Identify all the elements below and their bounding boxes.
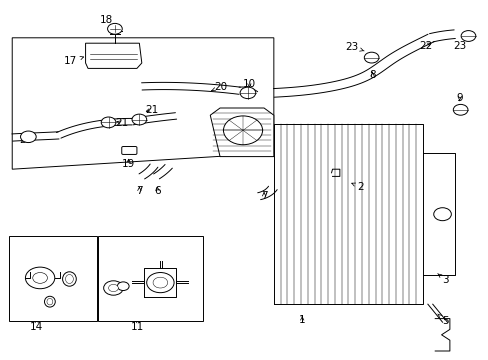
Circle shape: [452, 104, 467, 115]
Polygon shape: [85, 43, 142, 68]
Polygon shape: [12, 38, 273, 169]
Circle shape: [108, 284, 118, 292]
Text: 17: 17: [64, 56, 83, 66]
Text: 8: 8: [368, 70, 375, 80]
Text: 23: 23: [345, 42, 364, 52]
Circle shape: [33, 273, 47, 283]
Text: 11: 11: [131, 319, 144, 332]
Circle shape: [146, 273, 174, 293]
Text: 22: 22: [418, 41, 431, 51]
Circle shape: [153, 277, 167, 288]
Circle shape: [240, 87, 255, 99]
Text: 3: 3: [437, 274, 448, 285]
Circle shape: [223, 116, 262, 145]
Text: 14: 14: [30, 319, 43, 332]
Circle shape: [460, 31, 475, 41]
Text: 6: 6: [154, 186, 161, 196]
Text: 12: 12: [148, 266, 162, 276]
Text: 1: 1: [298, 315, 305, 325]
Circle shape: [107, 23, 122, 34]
FancyBboxPatch shape: [122, 147, 137, 154]
Circle shape: [25, 267, 55, 289]
FancyBboxPatch shape: [98, 236, 203, 321]
Text: 23: 23: [452, 36, 466, 51]
Text: 16: 16: [41, 302, 55, 312]
Circle shape: [103, 281, 123, 295]
Circle shape: [117, 282, 129, 291]
Text: 19: 19: [122, 159, 135, 169]
Text: 2: 2: [351, 182, 364, 192]
Ellipse shape: [65, 274, 73, 284]
Text: 21: 21: [115, 118, 129, 128]
Text: 5: 5: [437, 314, 448, 326]
Circle shape: [101, 117, 116, 128]
Text: 20: 20: [211, 82, 227, 92]
Ellipse shape: [62, 272, 76, 286]
Circle shape: [132, 114, 146, 125]
Ellipse shape: [44, 296, 55, 307]
Circle shape: [433, 208, 450, 221]
Text: 7: 7: [260, 191, 267, 201]
Text: 18: 18: [100, 15, 118, 27]
Ellipse shape: [47, 298, 53, 305]
Text: 15: 15: [59, 266, 73, 276]
Text: 10: 10: [243, 78, 255, 89]
Text: 9: 9: [455, 93, 462, 103]
FancyBboxPatch shape: [9, 236, 97, 321]
Text: 20: 20: [19, 135, 35, 145]
Text: 21: 21: [144, 105, 158, 115]
Text: 13: 13: [104, 279, 121, 289]
Text: 4: 4: [239, 118, 246, 128]
Circle shape: [364, 52, 378, 63]
Circle shape: [20, 131, 36, 143]
Text: 7: 7: [136, 186, 142, 196]
Polygon shape: [210, 108, 273, 157]
